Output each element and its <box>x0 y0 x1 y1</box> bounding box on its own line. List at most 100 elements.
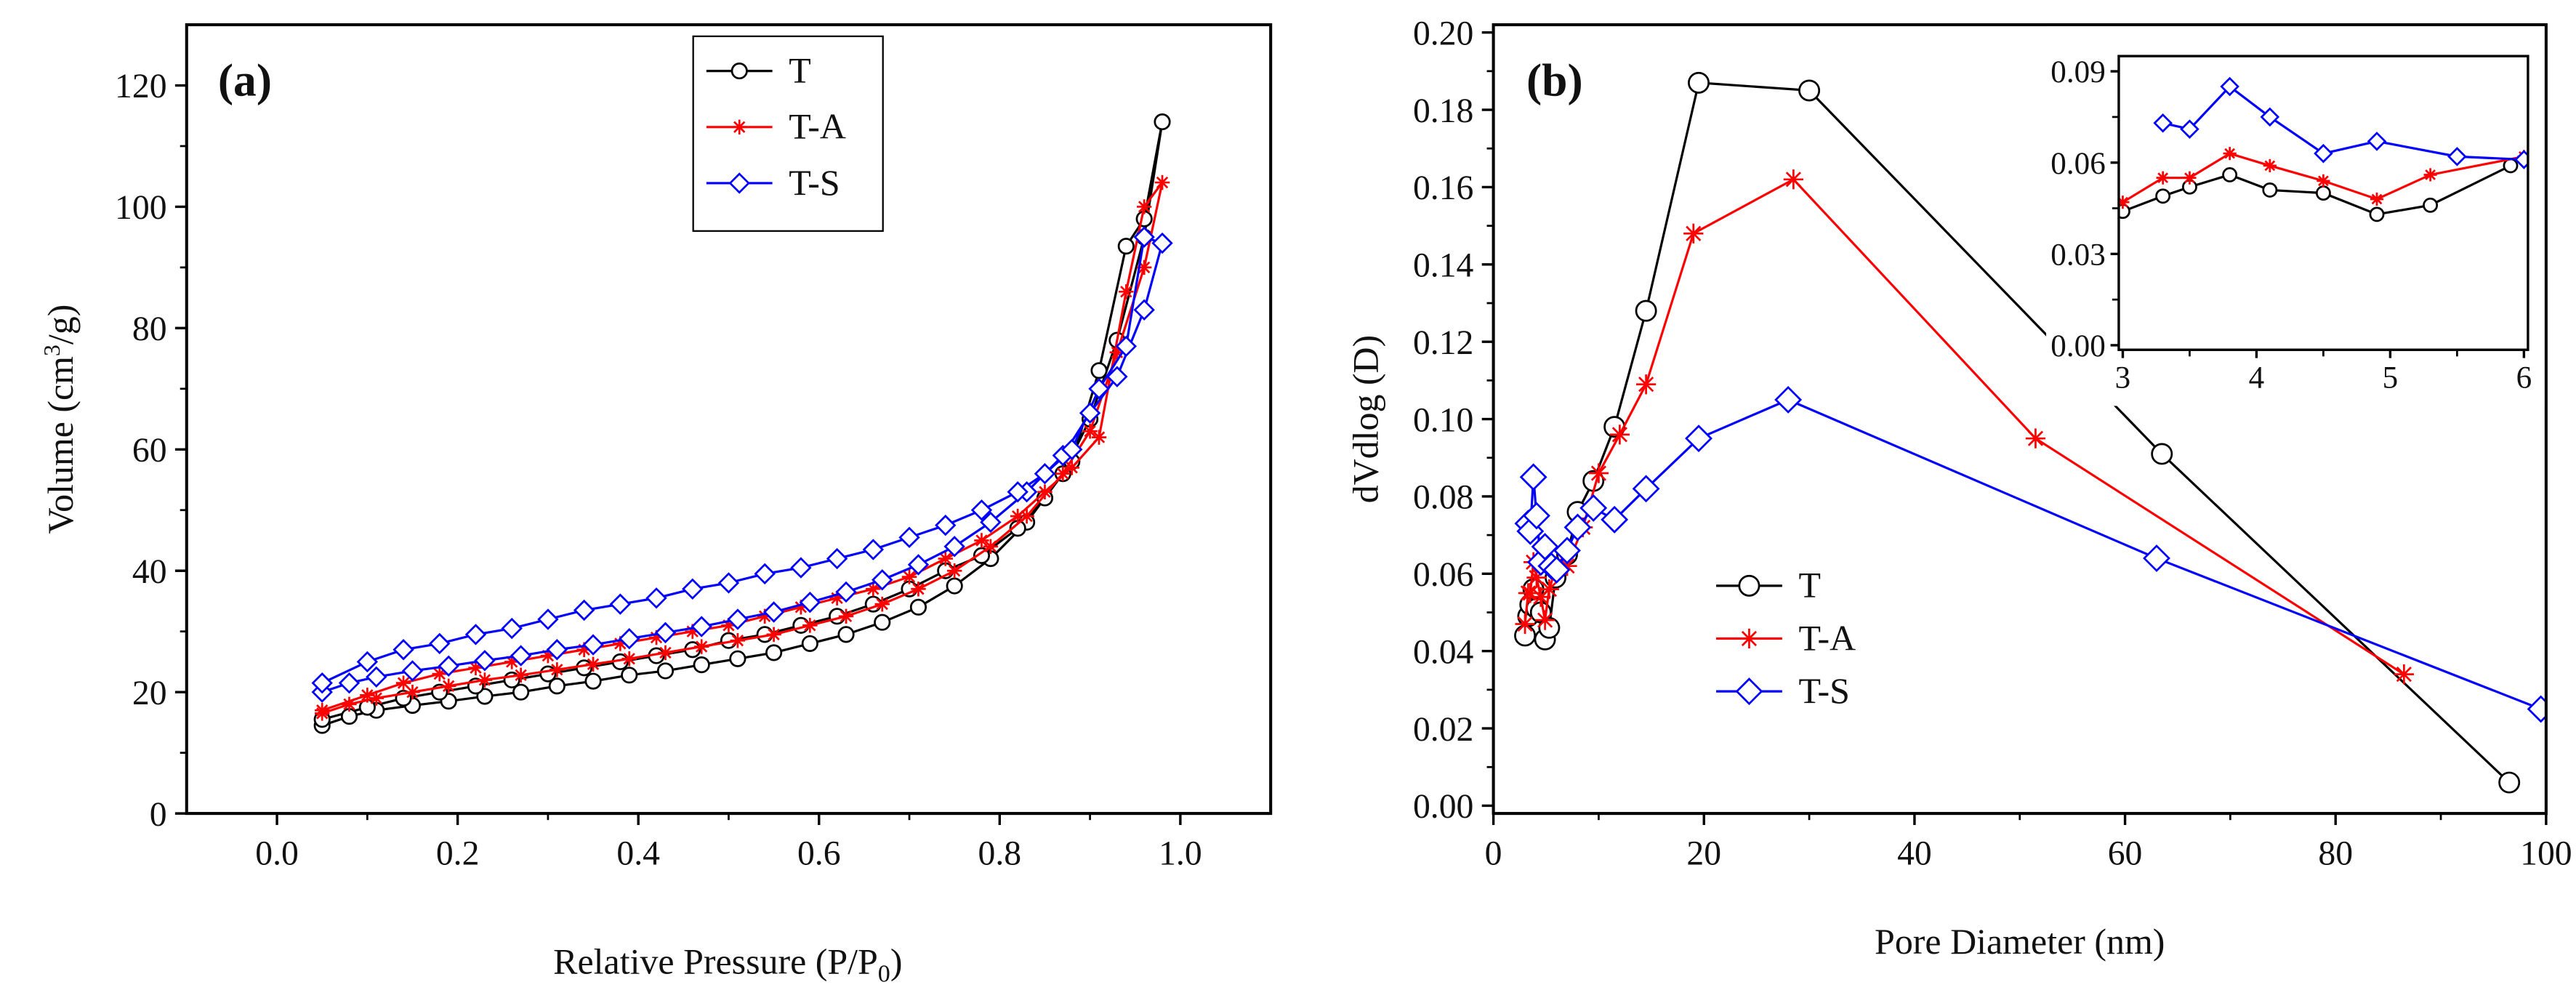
data-point-asterisk <box>1082 424 1098 439</box>
data-point-diamond <box>2153 113 2173 133</box>
data-point-diamond <box>727 608 749 630</box>
series-t-a <box>314 174 1170 721</box>
data-point-diamond <box>338 672 361 694</box>
data-point-diamond <box>401 660 424 682</box>
data-point-diamond <box>717 572 740 594</box>
legend-label: T <box>789 50 811 91</box>
legend-label: T-A <box>1799 617 1856 658</box>
data-point-asterisk <box>866 581 881 597</box>
x-axis-label-part: 0 <box>878 961 890 988</box>
data-point-diamond <box>1088 378 1110 400</box>
legend-label: T-S <box>789 162 840 203</box>
data-point-asterisk <box>440 678 456 694</box>
y-axis-label-part: Volume (cm <box>40 356 81 534</box>
data-point-asterisk <box>2370 192 2384 206</box>
data-point-diamond <box>2514 150 2528 169</box>
series-t-s <box>311 226 1173 703</box>
data-point-asterisk <box>405 684 420 700</box>
data-point-diamond <box>537 608 559 630</box>
panel-label-b: (b) <box>1526 55 1583 106</box>
x-axis-label-part: ) <box>890 941 903 981</box>
data-point-diamond <box>474 650 496 672</box>
data-point-diamond <box>582 634 604 656</box>
data-point-asterisk <box>1154 174 1170 190</box>
x-tick-label: 0.4 <box>616 834 660 872</box>
data-point-diamond <box>573 599 595 621</box>
data-point-circle <box>2315 185 2331 201</box>
data-point-asterisk <box>360 688 375 703</box>
y-tick-label: 0.03 <box>2050 238 2105 272</box>
y-axis-label: dVdlog (D) <box>1345 335 1386 504</box>
data-point-diamond <box>1523 502 1550 530</box>
data-point-circle <box>2222 167 2238 182</box>
data-point-asterisk <box>314 703 330 718</box>
x-tick-label: 5 <box>2383 361 2399 395</box>
data-point-asterisk <box>2263 158 2277 172</box>
data-point-circle <box>729 650 746 667</box>
data-point-diamond <box>1115 335 1138 358</box>
data-point-asterisk <box>540 648 556 664</box>
data-point-diamond <box>356 651 379 673</box>
data-point-diamond <box>1519 463 1547 491</box>
data-point-asterisk <box>658 645 673 661</box>
data-point-circle <box>1117 238 1135 255</box>
data-point-diamond <box>1563 513 1592 542</box>
data-point-circle <box>476 688 494 705</box>
data-point-asterisk <box>576 642 592 657</box>
data-point-asterisk <box>2156 171 2170 185</box>
data-point-diamond <box>790 557 812 579</box>
data-point-diamond <box>366 666 387 688</box>
data-point-diamond <box>691 616 712 637</box>
data-point-diamond <box>464 624 487 645</box>
y-tick-label: 0.14 <box>1413 247 1474 285</box>
data-point-asterisk <box>1055 466 1071 481</box>
panel-b-inset-chart: 3 4 5 6 0.00 0.03 0.06 0.09 <box>2046 26 2545 406</box>
data-point-circle <box>1635 299 1657 322</box>
legend-label: T-S <box>1799 670 1850 711</box>
data-point-diamond <box>762 601 785 623</box>
data-point-diamond <box>1061 438 1083 461</box>
data-point-circle <box>512 683 530 701</box>
data-point-asterisk <box>1136 199 1152 214</box>
data-point-diamond <box>728 172 750 194</box>
data-point-asterisk <box>766 627 781 643</box>
data-point-circle <box>973 547 991 564</box>
data-point-diamond <box>1133 299 1155 321</box>
data-point-diamond <box>1542 556 1571 584</box>
data-point-diamond <box>1007 481 1029 503</box>
data-point-diamond <box>799 591 821 613</box>
x-tick-label: 0.0 <box>255 834 299 872</box>
data-point-diamond <box>654 621 677 644</box>
data-point-asterisk <box>1119 284 1134 299</box>
data-point-diamond <box>754 563 776 585</box>
y-tick-label: 0.18 <box>1413 92 1473 130</box>
data-point-asterisk <box>1588 463 1609 483</box>
y-tick-label: 0.10 <box>1413 401 1473 439</box>
y-tick-label: 0.09 <box>2050 55 2105 89</box>
y-tick-label: 0.06 <box>1413 556 1473 594</box>
data-point-diamond <box>311 672 333 694</box>
y-tick-label: 0.04 <box>1413 633 1474 671</box>
data-point-asterisk <box>1526 568 1547 588</box>
data-point-asterisk <box>1539 579 1559 600</box>
data-point-diamond <box>2260 107 2280 127</box>
data-point-diamond <box>510 645 532 667</box>
data-point-diamond <box>835 581 857 603</box>
x-tick-label: 0.8 <box>978 834 1022 872</box>
data-point-asterisk <box>983 539 999 555</box>
data-point-circle <box>765 644 783 661</box>
data-point-circle <box>656 662 675 680</box>
data-point-asterisk <box>1064 460 1079 475</box>
data-point-asterisk <box>513 667 528 683</box>
data-point-diamond <box>1601 505 1629 534</box>
data-point-asterisk <box>2183 171 2197 185</box>
data-point-asterisk <box>793 600 809 615</box>
data-point-asterisk <box>974 533 989 548</box>
data-point-asterisk <box>901 569 917 584</box>
data-point-circle <box>1154 113 1171 131</box>
data-point-circle <box>2498 771 2521 794</box>
data-point-asterisk <box>1609 424 1630 445</box>
y-tick-label: 0 <box>150 796 167 834</box>
data-point-asterisk <box>648 629 664 645</box>
data-point-circle <box>621 667 638 684</box>
